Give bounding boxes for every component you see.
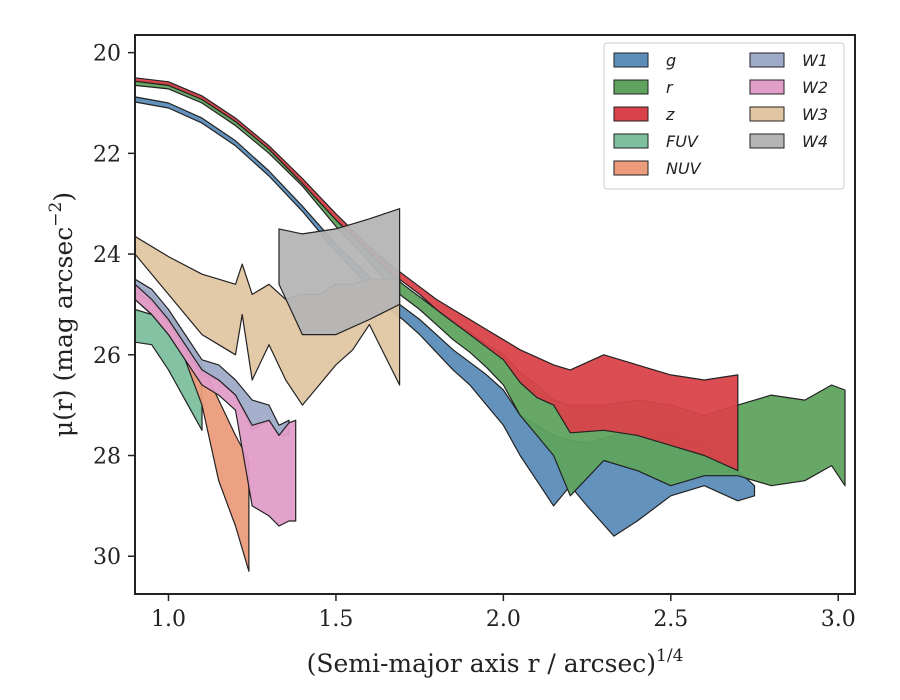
legend-label-w3: W3	[802, 105, 828, 124]
legend-swatch-w1	[749, 52, 785, 68]
x-tick-label: 2.5	[653, 607, 688, 632]
x-tick-label: 3.0	[821, 607, 856, 632]
legend-label-g: g	[666, 51, 676, 70]
y-axis-label-main: μ(r) (mag arcsec	[49, 227, 78, 437]
legend-swatch-w2	[749, 79, 785, 95]
y-tick-label: 22	[93, 142, 121, 167]
y-axis-label: μ(r) (mag arcsec−2)	[46, 192, 78, 437]
plot-frame	[134, 34, 856, 595]
y-tick-label: 26	[93, 344, 121, 369]
legend-swatch-nuv	[613, 160, 649, 176]
legend-label-fuv: FUV	[666, 132, 699, 151]
y-axis-label-superscript: −2	[46, 202, 66, 227]
legend-swatch-fuv	[613, 133, 649, 149]
series-areas	[135, 77, 846, 572]
legend-swatch-w4	[749, 133, 785, 149]
legend-label-r: r	[666, 78, 674, 97]
legend-label-w2: W2	[802, 78, 828, 97]
x-tick-label: 1.5	[318, 607, 353, 632]
x-axis-label: (Semi-major axis r / arcsec)1/4	[307, 646, 684, 678]
y-tick-label: 20	[93, 42, 121, 67]
legend-swatch-z	[613, 106, 649, 122]
legend-label-w4: W4	[802, 132, 828, 151]
x-tick-label: 1.0	[151, 607, 186, 632]
y-tick-label: 28	[93, 445, 121, 470]
legend: grz FUV NUV W1 W2 W3 W4	[603, 42, 845, 190]
series-area-w2	[135, 283, 297, 527]
y-tick-label: 30	[93, 545, 121, 570]
y-axis-label-suffix: )	[49, 192, 78, 202]
x-tick-label: 2.0	[486, 607, 521, 632]
series-area-w3	[135, 235, 401, 406]
legend-label-nuv: NUV	[666, 159, 702, 178]
x-axis-ticks: 1.0 1.5 2.0 2.5 3.0	[151, 594, 856, 632]
legend-label-w1: W1	[802, 51, 828, 70]
legend-label-z: z	[665, 105, 675, 124]
legend-swatch-w3	[749, 106, 785, 122]
legend-swatch-r	[613, 79, 649, 95]
x-axis-label-superscript: 1/4	[656, 646, 683, 666]
legend-swatch-g	[613, 52, 649, 68]
y-tick-label: 24	[93, 243, 121, 268]
series-area-w4	[278, 208, 401, 336]
x-axis-label-main: (Semi-major axis r / arcsec)	[307, 649, 656, 678]
y-axis-ticks: 20 22 24 26 28 30	[93, 42, 135, 570]
